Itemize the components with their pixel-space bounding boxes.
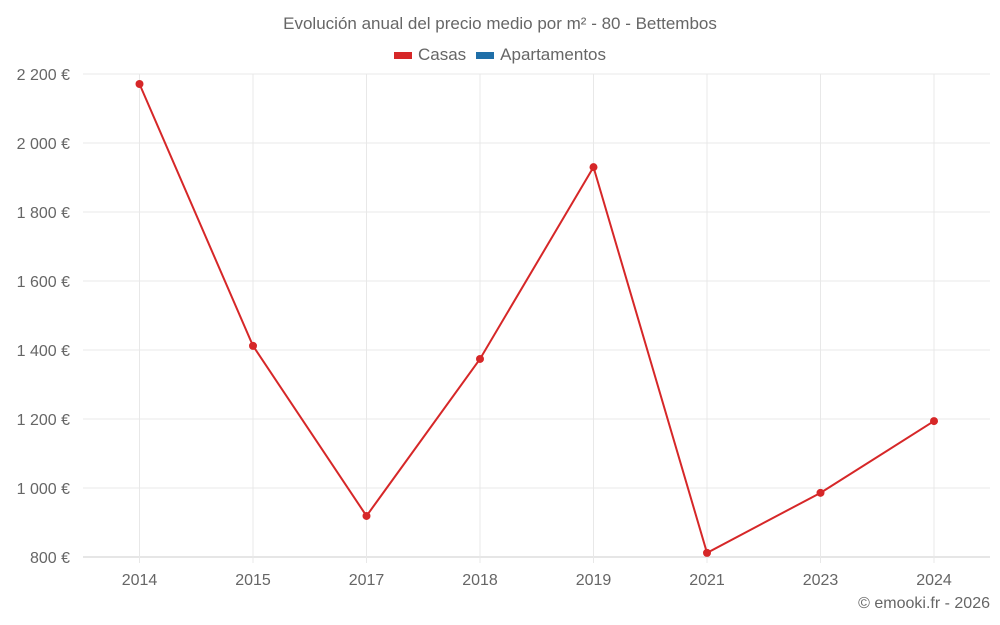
- series-casas: [135, 80, 938, 557]
- x-tick-label: 2017: [349, 572, 385, 589]
- x-tick-label: 2015: [235, 572, 271, 589]
- data-point[interactable]: [249, 341, 257, 350]
- x-tick-label: 2019: [576, 572, 612, 589]
- y-tick-label: 800 €: [30, 550, 70, 567]
- x-tick-label: 2023: [803, 572, 839, 589]
- y-tick-label: 1 000 €: [17, 481, 70, 498]
- chart-legend: Casas Apartamentos: [0, 45, 1000, 65]
- grid-lines: [83, 73, 990, 563]
- legend-item-casas[interactable]: Casas: [393, 45, 467, 65]
- y-tick-label: 2 200 €: [17, 67, 70, 84]
- legend-swatch-casas: [393, 51, 412, 59]
- legend-item-apartamentos[interactable]: Apartamentos: [476, 45, 606, 65]
- x-tick-label: 2021: [689, 572, 725, 589]
- y-tick-label: 2 000 €: [17, 136, 70, 153]
- data-point[interactable]: [930, 417, 938, 426]
- y-axis: 800 € 1 000 € 1 200 € 1 400 € 1 600 € 1 800 €…: [17, 67, 70, 567]
- data-point[interactable]: [816, 488, 825, 497]
- chart-title: Evolución anual del precio medio por m² …: [283, 14, 717, 33]
- data-point[interactable]: [589, 163, 598, 172]
- x-tick-label: 2018: [462, 572, 498, 589]
- data-point[interactable]: [703, 548, 711, 557]
- y-tick-label: 1 600 €: [17, 274, 70, 291]
- legend-label-casas: Casas: [417, 45, 467, 64]
- series-line: [138, 83, 935, 555]
- data-point[interactable]: [362, 511, 371, 520]
- x-tick-label: 2024: [916, 572, 952, 589]
- y-tick-label: 1 400 €: [17, 343, 70, 360]
- legend-label-apartamentos: Apartamentos: [500, 45, 607, 64]
- y-tick-label: 1 200 €: [17, 412, 70, 429]
- x-axis: 2014 2015 2017 2018 2019 2021 2023 2024: [122, 572, 952, 589]
- data-point[interactable]: [135, 80, 144, 89]
- data-point[interactable]: [476, 354, 484, 363]
- legend-swatch-apartamentos: [476, 51, 495, 59]
- credit-text: © emooki.fr - 2026: [858, 595, 990, 612]
- x-tick-label: 2014: [122, 572, 158, 589]
- y-tick-label: 1 800 €: [17, 205, 70, 222]
